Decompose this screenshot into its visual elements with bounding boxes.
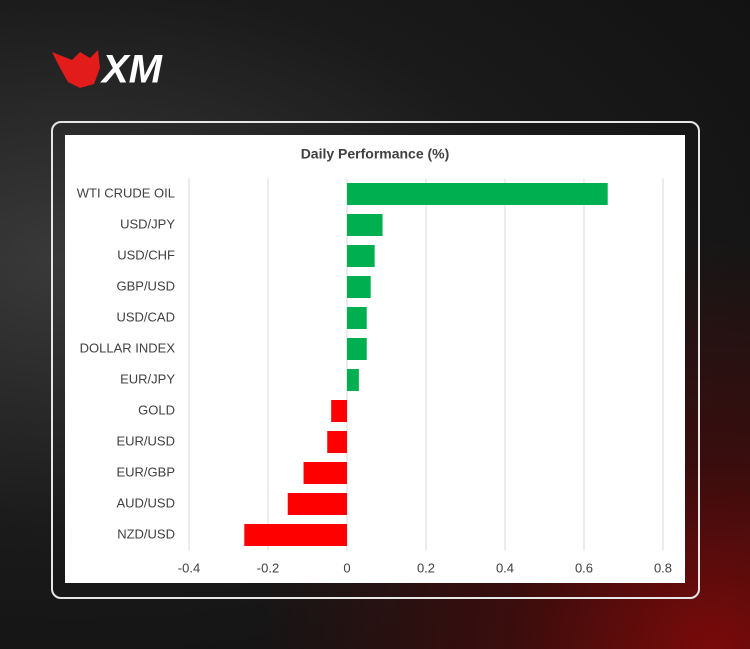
x-tick-label: -0.2: [257, 560, 279, 575]
logo-text: XM: [100, 48, 164, 92]
chart: Daily Performance (%) -0.4 -0.2 0 0.2 0.4 0.6…: [65, 135, 685, 583]
logo: XM: [52, 48, 164, 92]
bar: [347, 245, 375, 267]
y-tick-label: USD/JPY: [120, 216, 175, 231]
bar: [347, 183, 608, 205]
chart-title: Daily Performance (%): [301, 146, 450, 162]
bar: [347, 214, 383, 236]
y-tick-label: DOLLAR INDEX: [80, 340, 176, 355]
bar: [303, 462, 347, 484]
y-tick-label: EUR/USD: [116, 433, 175, 448]
x-tick-label: -0.4: [178, 560, 200, 575]
bar: [287, 493, 347, 515]
bar: [347, 276, 371, 298]
x-tick-label: 0.8: [654, 560, 672, 575]
y-tick-label: AUD/USD: [116, 495, 175, 510]
bar: [347, 307, 367, 329]
y-tick-label: EUR/GBP: [116, 464, 175, 479]
y-tick-label: USD/CHF: [117, 247, 175, 262]
y-tick-label: GOLD: [138, 402, 175, 417]
bar: [347, 369, 359, 391]
x-tick-label: 0.6: [575, 560, 593, 575]
x-tick-label: 0: [343, 560, 350, 575]
bar: [244, 524, 347, 546]
y-tick-label: USD/CAD: [116, 309, 175, 324]
card: [51, 121, 700, 599]
y-tick-label: WTI CRUDE OIL: [77, 185, 175, 200]
bar: [331, 400, 347, 422]
x-tick-label: 0.2: [417, 560, 435, 575]
logo-icon: [52, 50, 100, 88]
y-tick-label: EUR/JPY: [120, 371, 175, 386]
y-tick-label: NZD/USD: [117, 526, 175, 541]
bar: [327, 431, 347, 453]
chart-background: [65, 135, 685, 583]
x-tick-label: 0.4: [496, 560, 514, 575]
bar: [347, 338, 367, 360]
y-tick-label: GBP/USD: [116, 278, 175, 293]
